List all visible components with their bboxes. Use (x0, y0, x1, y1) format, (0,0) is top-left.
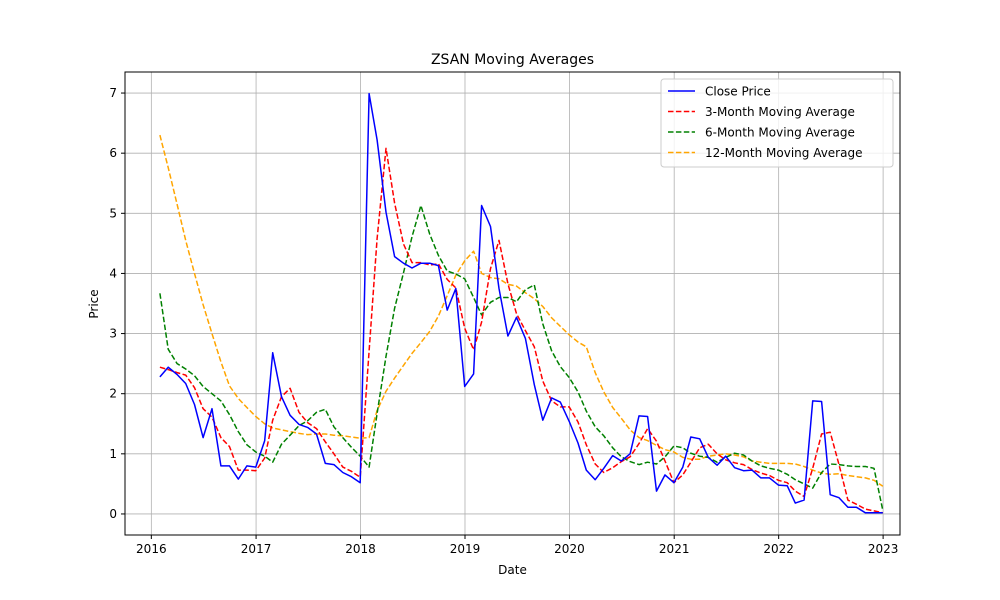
series-line-12-month-moving-average (159, 134, 884, 487)
y-axis-title: Price (87, 289, 101, 318)
x-tick-label: 2022 (763, 542, 794, 556)
y-tick-label: 0 (109, 507, 117, 521)
x-tick-label: 2018 (345, 542, 376, 556)
x-tick-label: 2020 (554, 542, 585, 556)
y-tick-label: 1 (109, 447, 117, 461)
legend-label-12-month-moving-average: 12-Month Moving Average (705, 146, 862, 160)
plot-frame (124, 71, 901, 536)
legend: Close Price 3-Month Moving Average 6-Month… (660, 78, 894, 168)
y-tick-label: 7 (109, 86, 117, 100)
x-tick-label: 2023 (868, 542, 899, 556)
series-line-close-price (159, 92, 883, 514)
series-line-3-month-moving-average (159, 147, 883, 514)
y-tick-label: 6 (109, 146, 117, 160)
x-tick-label: 2019 (450, 542, 481, 556)
y-tick-label: 5 (109, 206, 117, 220)
ticks: 2016 2017 2018 2019 2020 2021 2022 2023 0 1 2 3 4 5 6 7 (109, 86, 898, 556)
chart-title: ZSAN Moving Averages (431, 52, 594, 68)
y-tick-label: 2 (109, 387, 117, 401)
x-tick-label: 2016 (136, 542, 167, 556)
legend-label-close-price: Close Price (705, 85, 771, 99)
legend-box (660, 78, 894, 168)
y-tick-label: 4 (109, 266, 117, 280)
series-line-6-month-moving-average (159, 204, 884, 511)
legend-label-6-month-moving-average: 6-Month Moving Average (705, 126, 855, 140)
legend-label-3-month-moving-average: 3-Month Moving Average (705, 105, 855, 119)
series-layer (159, 92, 884, 514)
x-tick-label: 2017 (241, 542, 272, 556)
x-tick-label: 2021 (659, 542, 690, 556)
x-axis-title: Date (498, 563, 527, 577)
y-tick-label: 3 (109, 327, 117, 341)
